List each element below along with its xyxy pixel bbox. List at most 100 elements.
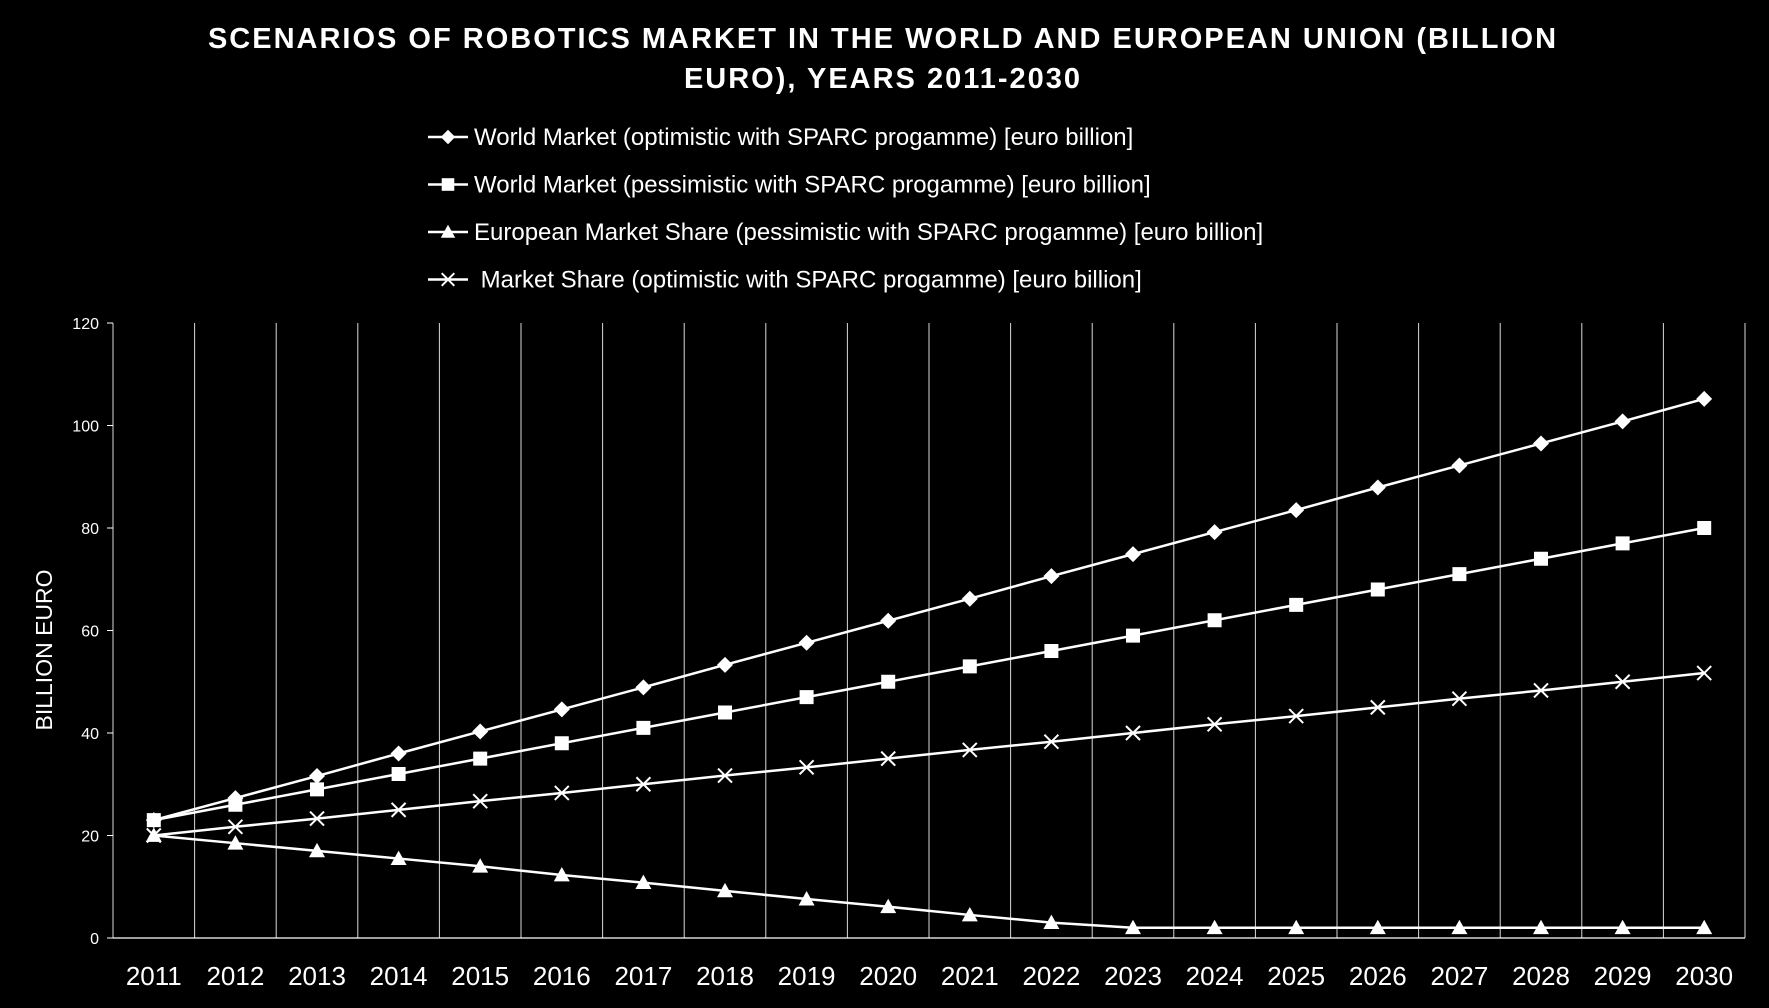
series-1-point xyxy=(1369,479,1386,496)
series-2-point xyxy=(228,797,243,812)
series-2-point xyxy=(391,767,406,781)
series-2-point xyxy=(146,813,161,828)
x-tick-label: 2027 xyxy=(1430,961,1488,991)
series-4-point xyxy=(390,802,407,818)
legend-marker xyxy=(440,129,456,145)
y-tick-label: 0 xyxy=(90,931,99,948)
series-4-point xyxy=(1288,708,1304,724)
series-4-point-stroke-b xyxy=(554,785,570,801)
series-4-point-stroke-b xyxy=(1533,682,1549,699)
series-1-point xyxy=(717,656,733,673)
series-4-point-stroke-b xyxy=(880,750,896,767)
series-1-point xyxy=(553,701,570,718)
legend-label: World Market (optimistic with SPARC prog… xyxy=(474,124,1133,151)
y-tick-label: 20 xyxy=(81,829,99,846)
x-tick-label: 2014 xyxy=(370,961,428,991)
legend-item-4: Market Share (optimistic with SPARC prog… xyxy=(428,267,1142,294)
y-tick-label: 40 xyxy=(81,726,99,743)
y-tick-labels: 0 20 40 60 80 100 120 xyxy=(72,316,99,948)
x-tick-label: 2017 xyxy=(614,961,672,991)
series-4-point xyxy=(1533,682,1549,699)
series-4-point xyxy=(554,785,570,801)
x-tick-label: 2016 xyxy=(533,961,591,991)
series-1-point xyxy=(1451,457,1468,474)
series-4-point xyxy=(1614,674,1631,690)
series-1-point xyxy=(1043,568,1060,585)
series-4-point xyxy=(146,827,162,844)
series-4-point xyxy=(1370,699,1386,716)
series-4-point-stroke-b xyxy=(227,819,244,835)
series-1-point xyxy=(390,745,407,762)
series-3-point xyxy=(1614,919,1631,935)
x-tick-label: 2024 xyxy=(1186,961,1244,991)
series-3-point xyxy=(635,874,652,890)
series-3-point xyxy=(1043,914,1060,930)
series-3-point xyxy=(309,842,325,858)
x-tick-label: 2011 xyxy=(126,961,182,991)
series-2-point xyxy=(962,659,977,674)
x-tick-label: 2013 xyxy=(288,961,346,991)
series-line-3 xyxy=(153,834,1705,929)
series-4-point xyxy=(1206,716,1223,732)
series-1-point xyxy=(1696,390,1713,407)
series-4-point xyxy=(227,819,244,835)
series-4-point xyxy=(1043,734,1060,750)
legend-label: Market Share (optimistic with SPARC prog… xyxy=(474,267,1142,294)
series-1-point xyxy=(1206,524,1223,541)
y-tick-label: 80 xyxy=(81,521,99,538)
series-markers xyxy=(145,390,1713,935)
chart-title-line-2: EURO), YEARS 2011-2030 xyxy=(684,63,1082,95)
series-2-point xyxy=(718,705,732,720)
x-tick-label: 2020 xyxy=(859,961,917,991)
series-3-point xyxy=(1533,919,1549,935)
series-line-2 xyxy=(153,526,1705,822)
series-3-point xyxy=(717,882,733,898)
legend-marker xyxy=(440,272,456,287)
x-tick-label: 2022 xyxy=(1022,961,1080,991)
series-4-point-stroke-b xyxy=(472,793,488,809)
series-4-point-stroke-b xyxy=(1614,674,1631,690)
series-1-point xyxy=(472,723,489,740)
gridlines xyxy=(112,323,1746,938)
series-2-point xyxy=(1044,644,1059,658)
series-3-point xyxy=(798,891,815,906)
series-1-point xyxy=(880,612,897,629)
legend-item-2: World Market (pessimistic with SPARC pro… xyxy=(428,172,1151,199)
series-1-point xyxy=(961,590,978,607)
series-2-point xyxy=(473,751,488,766)
series-2-point xyxy=(1289,597,1304,612)
series-4-point xyxy=(962,742,978,758)
series-4-point xyxy=(1451,690,1468,707)
series-4-point-stroke-b xyxy=(1696,665,1712,681)
series-1-point xyxy=(1125,546,1141,563)
series-4-point xyxy=(472,793,488,809)
legend-label: European Market Share (pessimistic with … xyxy=(474,219,1263,246)
series-2-point xyxy=(310,782,324,797)
series-3-point xyxy=(227,835,244,850)
x-tick-label: 2019 xyxy=(778,961,836,991)
series-4-point-stroke-b xyxy=(717,767,733,784)
series-4-point-stroke-b xyxy=(390,802,407,818)
series-1-point xyxy=(309,768,325,785)
y-axis-label: BILLION EURO xyxy=(31,569,57,730)
series-2-point xyxy=(636,720,651,735)
series-1-point xyxy=(798,634,815,651)
x-tick-label: 2029 xyxy=(1594,961,1652,991)
series-3-point xyxy=(553,866,570,882)
series-2-point xyxy=(1126,628,1140,643)
x-tick-label: 2028 xyxy=(1512,961,1570,991)
series-2-point xyxy=(799,690,814,705)
series-4-point xyxy=(880,750,896,767)
series-4-point-stroke-b xyxy=(1043,734,1060,750)
series-line-4 xyxy=(153,671,1705,837)
y-tick-label: 120 xyxy=(72,316,99,333)
series-4-point-stroke-b xyxy=(1206,716,1223,732)
series-3-point xyxy=(1206,919,1223,935)
series-4-point xyxy=(1696,665,1712,681)
series-2-point xyxy=(554,736,569,751)
series-line-1 xyxy=(153,397,1705,822)
x-tick-label: 2025 xyxy=(1267,961,1325,991)
series-4-point-stroke-b xyxy=(1125,725,1141,741)
series-2-point xyxy=(1207,613,1222,628)
